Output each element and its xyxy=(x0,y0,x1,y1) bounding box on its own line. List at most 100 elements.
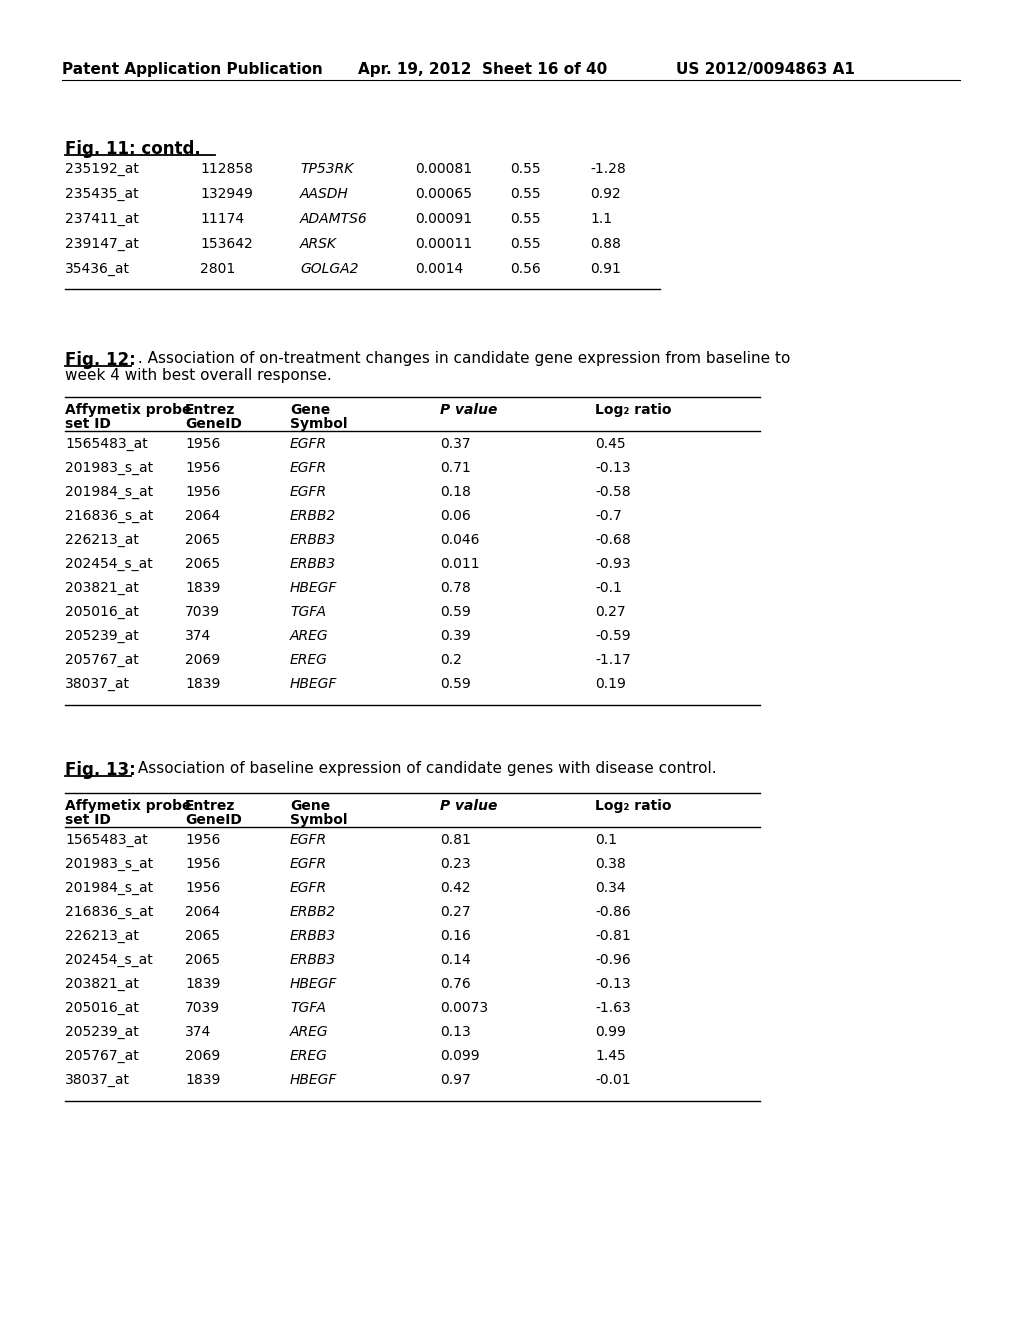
Text: Patent Application Publication: Patent Application Publication xyxy=(62,62,323,77)
Text: 0.06: 0.06 xyxy=(440,510,471,523)
Text: -1.63: -1.63 xyxy=(595,1001,631,1015)
Text: Symbol: Symbol xyxy=(290,813,347,828)
Text: week 4 with best overall response.: week 4 with best overall response. xyxy=(65,368,332,383)
Text: 0.13: 0.13 xyxy=(440,1026,471,1039)
Text: 205239_at: 205239_at xyxy=(65,630,138,643)
Text: 201983_s_at: 201983_s_at xyxy=(65,857,154,871)
Text: Apr. 19, 2012  Sheet 16 of 40: Apr. 19, 2012 Sheet 16 of 40 xyxy=(358,62,607,77)
Text: ERBB2: ERBB2 xyxy=(290,510,336,523)
Text: -0.13: -0.13 xyxy=(595,977,631,991)
Text: Symbol: Symbol xyxy=(290,417,347,432)
Text: 0.99: 0.99 xyxy=(595,1026,626,1039)
Text: Fig. 13:: Fig. 13: xyxy=(65,762,136,779)
Text: 11174: 11174 xyxy=(200,213,244,226)
Text: EGFR: EGFR xyxy=(290,437,327,451)
Text: ERBB3: ERBB3 xyxy=(290,557,336,572)
Text: 1956: 1956 xyxy=(185,880,220,895)
Text: -0.7: -0.7 xyxy=(595,510,622,523)
Text: 0.92: 0.92 xyxy=(590,187,621,201)
Text: 226213_at: 226213_at xyxy=(65,929,139,942)
Text: Gene: Gene xyxy=(290,799,331,813)
Text: P value: P value xyxy=(440,799,498,813)
Text: 35436_at: 35436_at xyxy=(65,261,130,276)
Text: ERBB3: ERBB3 xyxy=(290,953,336,968)
Text: -0.68: -0.68 xyxy=(595,533,631,546)
Text: 0.55: 0.55 xyxy=(510,162,541,176)
Text: 239147_at: 239147_at xyxy=(65,238,139,251)
Text: P value: P value xyxy=(440,403,498,417)
Text: ADAMTS6: ADAMTS6 xyxy=(300,213,368,226)
Text: 1956: 1956 xyxy=(185,461,220,475)
Text: ARSK: ARSK xyxy=(300,238,337,251)
Text: -0.86: -0.86 xyxy=(595,906,631,919)
Text: Log₂ ratio: Log₂ ratio xyxy=(595,403,672,417)
Text: 0.00065: 0.00065 xyxy=(415,187,472,201)
Text: 0.42: 0.42 xyxy=(440,880,471,895)
Text: 0.23: 0.23 xyxy=(440,857,471,871)
Text: GeneID: GeneID xyxy=(185,417,242,432)
Text: 1.45: 1.45 xyxy=(595,1049,626,1063)
Text: 1565483_at: 1565483_at xyxy=(65,833,147,847)
Text: -1.17: -1.17 xyxy=(595,653,631,667)
Text: 202454_s_at: 202454_s_at xyxy=(65,953,153,968)
Text: 0.76: 0.76 xyxy=(440,977,471,991)
Text: 205016_at: 205016_at xyxy=(65,605,139,619)
Text: Entrez: Entrez xyxy=(185,799,236,813)
Text: 0.099: 0.099 xyxy=(440,1049,479,1063)
Text: 0.59: 0.59 xyxy=(440,605,471,619)
Text: 7039: 7039 xyxy=(185,1001,220,1015)
Text: 205016_at: 205016_at xyxy=(65,1001,139,1015)
Text: 2065: 2065 xyxy=(185,557,220,572)
Text: 0.0073: 0.0073 xyxy=(440,1001,488,1015)
Text: GOLGA2: GOLGA2 xyxy=(300,261,358,276)
Text: 1839: 1839 xyxy=(185,1073,220,1086)
Text: 235192_at: 235192_at xyxy=(65,162,139,176)
Text: 0.14: 0.14 xyxy=(440,953,471,968)
Text: 0.55: 0.55 xyxy=(510,213,541,226)
Text: Fig. 11: contd.: Fig. 11: contd. xyxy=(65,140,201,158)
Text: 0.55: 0.55 xyxy=(510,238,541,251)
Text: 0.046: 0.046 xyxy=(440,533,479,546)
Text: Affymetix probe: Affymetix probe xyxy=(65,799,191,813)
Text: 1956: 1956 xyxy=(185,484,220,499)
Text: Entrez: Entrez xyxy=(185,403,236,417)
Text: HBEGF: HBEGF xyxy=(290,677,337,690)
Text: 0.011: 0.011 xyxy=(440,557,479,572)
Text: 132949: 132949 xyxy=(200,187,253,201)
Text: 201984_s_at: 201984_s_at xyxy=(65,484,154,499)
Text: 0.97: 0.97 xyxy=(440,1073,471,1086)
Text: 1565483_at: 1565483_at xyxy=(65,437,147,451)
Text: Fig. 12:: Fig. 12: xyxy=(65,351,136,370)
Text: 112858: 112858 xyxy=(200,162,253,176)
Text: 0.56: 0.56 xyxy=(510,261,541,276)
Text: -0.81: -0.81 xyxy=(595,929,631,942)
Text: 0.1: 0.1 xyxy=(595,833,617,847)
Text: AASDH: AASDH xyxy=(300,187,349,201)
Text: -0.96: -0.96 xyxy=(595,953,631,968)
Text: 2069: 2069 xyxy=(185,653,220,667)
Text: -0.1: -0.1 xyxy=(595,581,622,595)
Text: 0.27: 0.27 xyxy=(595,605,626,619)
Text: EGFR: EGFR xyxy=(290,484,327,499)
Text: . Association of on-treatment changes in candidate gene expression from baseline: . Association of on-treatment changes in… xyxy=(133,351,791,366)
Text: TP53RK: TP53RK xyxy=(300,162,353,176)
Text: 0.0014: 0.0014 xyxy=(415,261,463,276)
Text: Log₂ ratio: Log₂ ratio xyxy=(595,799,672,813)
Text: 2064: 2064 xyxy=(185,906,220,919)
Text: 216836_s_at: 216836_s_at xyxy=(65,906,154,919)
Text: EREG: EREG xyxy=(290,1049,328,1063)
Text: AREG: AREG xyxy=(290,630,329,643)
Text: 1956: 1956 xyxy=(185,857,220,871)
Text: 0.2: 0.2 xyxy=(440,653,462,667)
Text: 201983_s_at: 201983_s_at xyxy=(65,461,154,475)
Text: 374: 374 xyxy=(185,630,211,643)
Text: 205767_at: 205767_at xyxy=(65,1049,138,1063)
Text: 374: 374 xyxy=(185,1026,211,1039)
Text: -0.58: -0.58 xyxy=(595,484,631,499)
Text: 38037_at: 38037_at xyxy=(65,677,130,690)
Text: 0.38: 0.38 xyxy=(595,857,626,871)
Text: 203821_at: 203821_at xyxy=(65,977,139,991)
Text: ERBB2: ERBB2 xyxy=(290,906,336,919)
Text: Affymetix probe: Affymetix probe xyxy=(65,403,191,417)
Text: 0.39: 0.39 xyxy=(440,630,471,643)
